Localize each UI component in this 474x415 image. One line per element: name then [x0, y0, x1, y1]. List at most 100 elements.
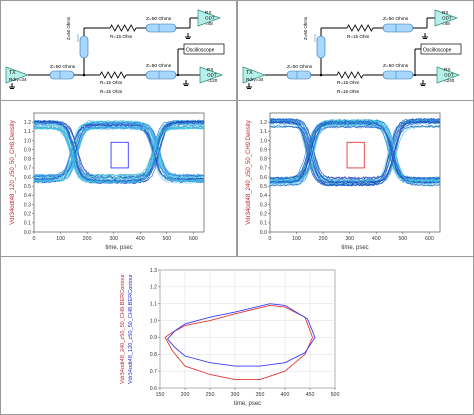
rx-top-label-2: =48 [442, 21, 450, 26]
y-tick-label: 1.0 [150, 318, 157, 324]
x-tick-label: 500 [162, 236, 171, 242]
rx-bot-label-0: RX [207, 67, 213, 72]
eye-mask [346, 141, 365, 169]
rx-bot-label-2: =120 [207, 78, 218, 83]
x-axis-label: time, psec [105, 245, 132, 251]
x-tick-label: 0 [33, 236, 36, 242]
ber-series-1 [167, 303, 316, 367]
y-tick-label: 0.7 [260, 166, 267, 172]
y-tick-label: 1.1 [150, 302, 157, 308]
plot-area [269, 112, 441, 233]
tl-vertical [316, 35, 326, 59]
eye-trace [34, 119, 204, 181]
y-tick-label: 0.4 [260, 193, 267, 199]
y-tick-label: 0.5 [260, 184, 267, 190]
scope-dot [176, 73, 180, 77]
tl-vertical [79, 35, 89, 59]
tl-top [382, 23, 414, 33]
x-tick-label: 300 [345, 236, 354, 242]
x-axis-label: time, psec [234, 401, 261, 407]
eye-trace [34, 126, 204, 179]
x-axis-label: time, psec [341, 245, 368, 251]
eye-trace [270, 118, 440, 182]
rx-top-triangle [434, 9, 459, 27]
eye-trace [34, 126, 204, 178]
y-tick-label: 0.9 [260, 147, 267, 153]
rx-bot-triangle [199, 66, 224, 84]
oscilloscope-label: Oscilloscope [423, 48, 452, 54]
y-tick-label: 0.3 [260, 202, 267, 208]
y-tick-label: 0.9 [24, 147, 31, 153]
eye-traces [34, 119, 204, 185]
tx-triangle [242, 66, 267, 84]
y-tick-label: 0.2 [260, 211, 267, 217]
y-tick-label: 1.1 [24, 129, 31, 135]
x-tick-label: 200 [83, 236, 92, 242]
y-tick-label: 1.2 [24, 120, 31, 126]
rx-top-label-2: =48 [205, 21, 213, 26]
eye-trace [270, 121, 440, 183]
ber-series-0 [164, 304, 313, 381]
rx-bot-triangle [436, 66, 461, 84]
rx-bot-label-0: RX [444, 67, 450, 72]
y-tick-label: 0.6 [150, 386, 157, 392]
tl-top-label: Z=50 Ohms [383, 16, 409, 22]
x-tick-label: 500 [398, 236, 407, 242]
y-tick-label: 0.8 [24, 157, 31, 163]
x-tick-label: 600 [425, 236, 434, 242]
tl-vertical-label: Z=50 Ohms [303, 16, 308, 40]
tl-bot [382, 70, 414, 80]
rx-top-label-0: RX [442, 10, 448, 15]
resistor-mid-label: R=15 Ohm [337, 80, 360, 85]
eye-trace [270, 123, 440, 185]
x-tick-label: 150 [156, 392, 165, 398]
rx-bot-label-2: =240 [444, 78, 455, 83]
tl-left-label: Z=50 Ohms [50, 64, 76, 70]
y-axis-label: Vdr34odt48_240_z50_50_CH9.Density [246, 120, 252, 224]
tl-left [286, 70, 312, 80]
tx-label: TX [9, 70, 16, 76]
x-tick-label: 300 [109, 236, 118, 242]
x-tick-label: 400 [372, 236, 381, 242]
x-tick-label: 0 [269, 236, 272, 242]
eye-trace [270, 120, 440, 187]
resistor-top [109, 24, 137, 32]
x-tick-label: 450 [306, 392, 315, 398]
y-tick-label: 0.1 [260, 221, 267, 227]
x-tick-label: 100 [56, 236, 65, 242]
ber-contour-chart: 0.6 0.7 0.8 0.9 1.0 1.1 1.2 1.3 150 200 250 300 350 4… [120, 268, 339, 407]
y-tick-label: 0.4 [24, 193, 31, 199]
rx-bot-label-1: ODT [207, 73, 217, 78]
tl-vertical-label: Z=50 Ohms [66, 16, 71, 40]
tl-bot-label: Z=50 Ohms [383, 63, 409, 69]
y-axis-label-red: Vdr34odt48_240_z50_50_CH9.BERContour [120, 274, 126, 384]
y-tick-label: 0.9 [150, 335, 157, 341]
scope-dot [413, 73, 417, 77]
rx-top-label-0: RX [205, 10, 211, 15]
rx-top-label-1: ODT [442, 16, 452, 21]
y-tick-label: 0.3 [24, 202, 31, 208]
eye-diagram-left: 0.0 0.1 0.2 0.3 0.4 0.5 0.6 0.7 0.8 0.9 1.0 1.1 1.2 0… [10, 112, 205, 251]
eye-mask [110, 141, 129, 169]
x-tick-label: 200 [181, 392, 190, 398]
x-tick-label: 500 [331, 392, 340, 398]
tl-bot [145, 70, 177, 80]
plot-area [33, 112, 205, 233]
y-tick-label: 0.7 [150, 369, 157, 375]
rx-top-triangle [197, 9, 222, 27]
rx-top-label-1: ODT [205, 16, 215, 21]
y-tick-label: 0.5 [24, 184, 31, 190]
x-tick-label: 250 [206, 392, 215, 398]
y-axis-label: Vdr34odt48_120_z50_50_CH8.Density [10, 120, 16, 224]
x-tick-label: 400 [281, 392, 290, 398]
eye-trace [270, 121, 440, 181]
resistor-top-label: R=15 Ohm [347, 34, 370, 39]
eye-traces [270, 117, 440, 187]
resistor-bot-label: R=15 Ohm [337, 89, 360, 94]
y-tick-label: 0.7 [24, 166, 31, 172]
tx-rdrv-label: Rdrv=34 [9, 77, 27, 82]
y-tick-label: 0.0 [24, 230, 31, 236]
resistor-top [346, 24, 374, 32]
tx-label: TX [246, 70, 253, 76]
